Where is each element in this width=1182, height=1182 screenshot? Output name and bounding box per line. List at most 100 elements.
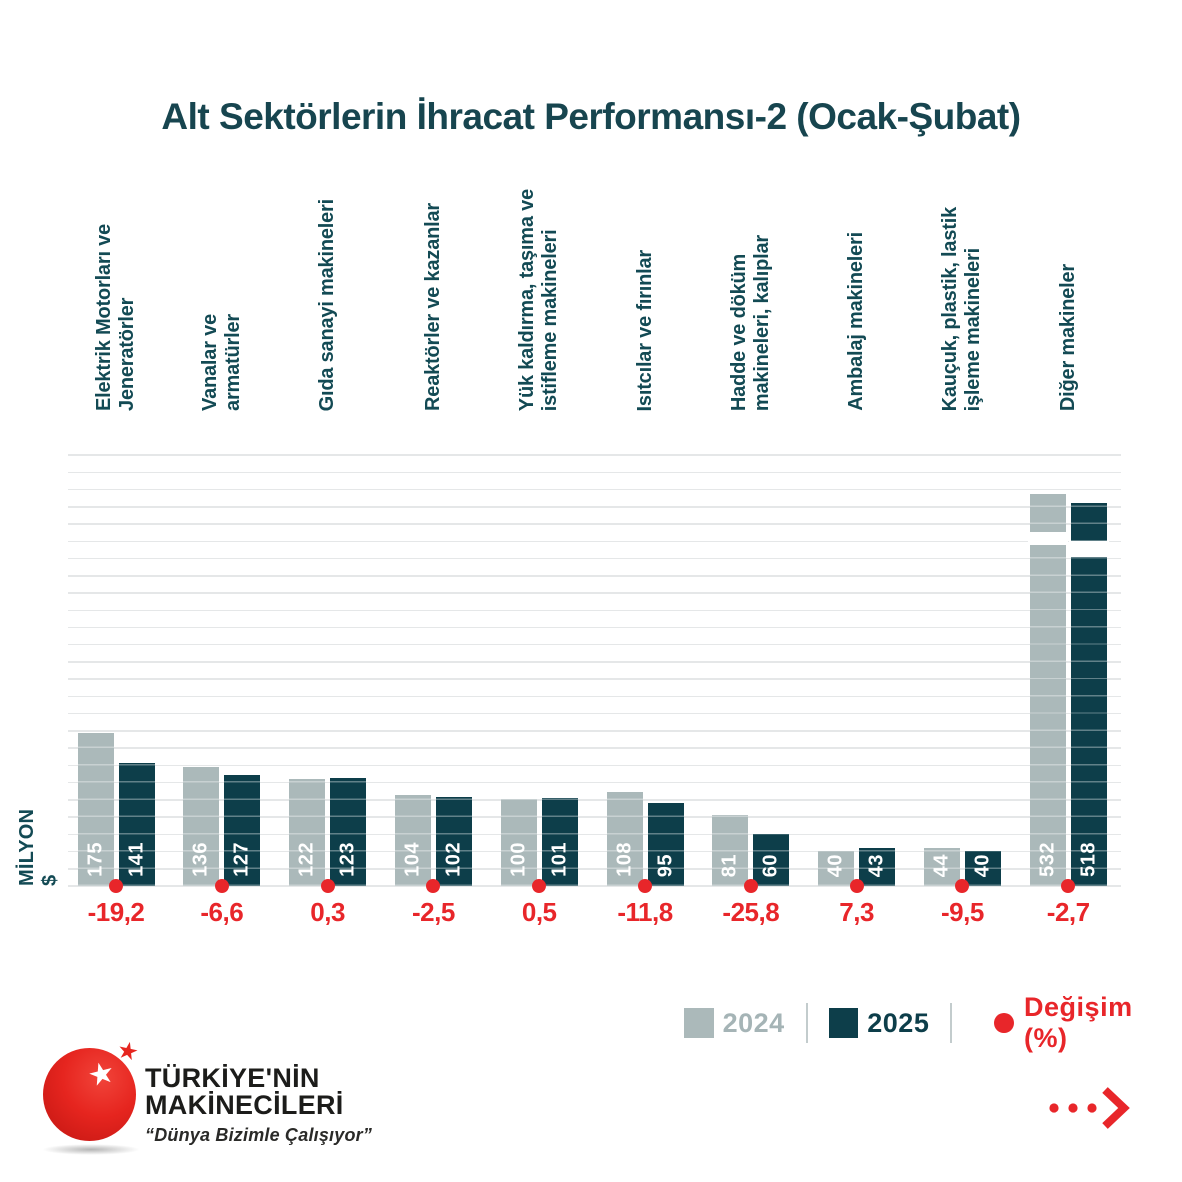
bar-2025: 40 — [964, 851, 1001, 886]
change-value: -6,6 — [200, 897, 244, 927]
category-label-text: Reaktörler ve kazanlar — [421, 203, 444, 411]
legend-swatch-2025 — [828, 1008, 859, 1038]
change-dot-icon — [638, 879, 652, 893]
category-label: Kauçuk, plastik, lastik işleme makineler… — [909, 185, 1015, 411]
change-percent-row: -19,2 -6,6 0,3 -2,5 0,5 -11,8 -25,8 7,3 -9,5 -2,7 — [68, 897, 1121, 933]
grid-line — [68, 868, 1121, 870]
logo-line-2: MAKİNECİLERİ — [145, 1090, 344, 1120]
bar-2025: 102 — [435, 797, 472, 886]
bar-2025: 43 — [859, 848, 896, 886]
category-label: Hadde ve döküm makineleri, kalıplar — [698, 185, 804, 411]
legend: 2024 2025 Değişim (%) — [684, 992, 1182, 1053]
category-label-text: Kauçuk, plastik, lastik işleme makineler… — [939, 206, 985, 411]
grid-line — [68, 488, 1121, 491]
change-dot-icon — [109, 879, 123, 893]
change-value: -19,2 — [87, 897, 145, 927]
grid-line — [68, 730, 1121, 732]
category-label: Vanalar ve armatürler — [169, 185, 275, 411]
change-value: -25,8 — [722, 897, 780, 927]
forward-arrow-svg — [1049, 1087, 1130, 1129]
plot-area: 175 141 136 127 122 123 104 102 100 101 108 95 81 60 4… — [68, 454, 1121, 893]
change-dot-icon — [426, 879, 441, 893]
bar-2025: 123 — [330, 778, 367, 886]
legend-label-2025: 2025 — [867, 1007, 930, 1038]
bar-2024: 100 — [500, 799, 537, 886]
change-dot-icon — [214, 879, 229, 893]
bar-2024: 136 — [183, 767, 220, 886]
grid-line — [68, 781, 1121, 784]
bar-value: 127 — [230, 842, 253, 877]
change-dot-icon — [849, 879, 864, 893]
grid-line — [68, 695, 1121, 698]
bar-2024: 175 — [77, 733, 114, 886]
grid-line — [68, 747, 1121, 749]
grid-line — [68, 885, 1121, 887]
logo-tagline: “Dünya Bizimle Çalışıyor” — [145, 1125, 373, 1145]
change-value: -11,8 — [617, 897, 673, 927]
bar-value: 175 — [84, 842, 106, 877]
bar-value: 60 — [759, 853, 782, 877]
bar-value: 43 — [865, 853, 888, 877]
legend-separator — [805, 1003, 808, 1043]
grid-line — [68, 454, 1121, 456]
bar-2025: 127 — [224, 775, 261, 886]
category-label: Gıda sanayi makineleri — [275, 185, 381, 411]
category-label-text: Vanalar ve armatürler — [198, 314, 244, 411]
logo-text-block: TÜRKİYE'NİN MAKİNECİLERİ “Dünya Bizimle … — [145, 1065, 372, 1146]
category-labels-row: Elektrik Motorları ve Jeneratörler Vanala… — [68, 185, 1121, 411]
bar-2024: 81 — [712, 815, 749, 886]
grid-line — [68, 540, 1121, 543]
change-value: -2,5 — [411, 897, 455, 927]
bar-2024: 532 — [1027, 494, 1068, 886]
category-label: Ambalaj makineleri — [804, 185, 910, 411]
bar-2024: 108 — [606, 792, 643, 886]
grid-line — [68, 626, 1121, 629]
category-label-text: Yük kaldırma, taşıma ve istifleme makine… — [516, 188, 562, 411]
legend-separator — [950, 1003, 953, 1043]
grid-line — [68, 523, 1121, 525]
category-label-text: Isıtcılar ve fırınlar — [633, 249, 656, 411]
axis-break — [1027, 532, 1068, 545]
legend-swatch-2024 — [684, 1008, 714, 1038]
bar-value: 95 — [654, 853, 676, 877]
bar-value: 44 — [930, 853, 953, 877]
grid-line — [68, 678, 1121, 680]
grid-line — [68, 643, 1121, 646]
bar-value: 136 — [189, 842, 212, 877]
bar-2025: 95 — [647, 803, 684, 886]
grid-line — [68, 471, 1121, 474]
grid-line — [68, 557, 1121, 560]
bar-value: 40 — [824, 853, 847, 877]
bar-value: 532 — [1036, 842, 1059, 877]
y-axis-title-text: MİLYON $ — [16, 808, 61, 886]
grid-line — [68, 850, 1121, 853]
grid-line — [68, 575, 1121, 577]
category-label: Isıtcılar ve fırınlar — [592, 185, 698, 411]
grid-line — [68, 833, 1121, 836]
bar-2024: 40 — [818, 851, 855, 886]
change-value: -2,7 — [1046, 897, 1090, 927]
bar-value: 40 — [971, 853, 994, 877]
bar-value: 102 — [442, 842, 465, 877]
change-dot-icon — [320, 879, 335, 893]
category-label: Diğer makineler — [1015, 185, 1121, 411]
category-label: Elektrik Motorları ve Jeneratörler — [63, 185, 169, 411]
bar-value: 518 — [1077, 842, 1100, 877]
legend-change-dot-icon — [994, 1013, 1015, 1033]
logo-sphere-icon — [43, 1048, 136, 1141]
grid-line — [68, 609, 1121, 611]
grid-line — [68, 661, 1121, 663]
change-dot-icon — [1061, 879, 1076, 893]
bar-value: 101 — [548, 842, 571, 877]
logo: ★ ★ TÜRKİYE'NİN MAKİNECİLERİ “Dünya Bizi… — [40, 1036, 380, 1162]
category-label: Yük kaldırma, taşıma ve istifleme makine… — [486, 185, 592, 411]
bar-2025: 60 — [753, 834, 790, 886]
category-label-text: Diğer makineler — [1056, 263, 1079, 411]
grid-line — [68, 506, 1121, 508]
bar-2024: 122 — [289, 779, 326, 886]
bar-2025: 518 — [1068, 503, 1109, 886]
grid-line — [68, 712, 1121, 715]
bar-value: 123 — [336, 842, 359, 877]
bar-value: 141 — [125, 842, 147, 877]
grid-line — [68, 592, 1121, 594]
